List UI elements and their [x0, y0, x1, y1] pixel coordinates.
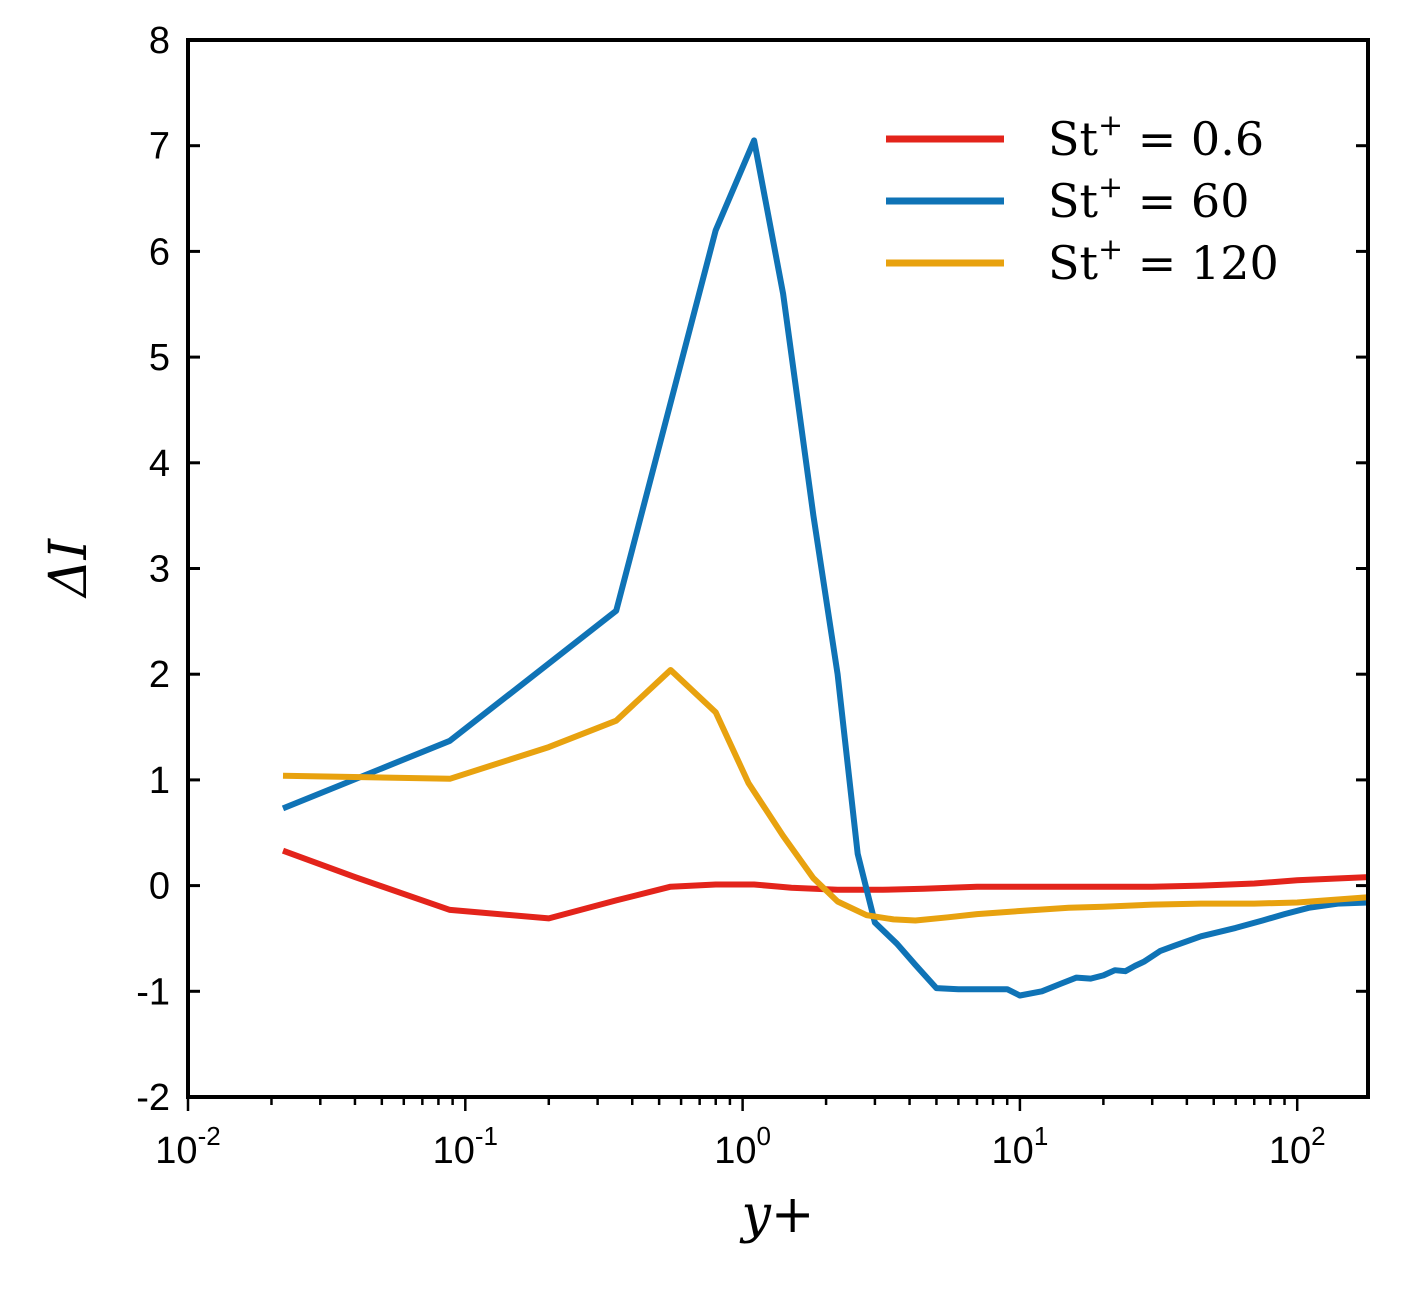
x-tick-label: 102: [1269, 1121, 1326, 1172]
series-layer: [281, 137, 1368, 999]
y-tick-label: 6: [149, 231, 170, 273]
y-tick-label: -2: [136, 1077, 170, 1119]
y-tick-label: 3: [149, 549, 170, 591]
y-axis: -2 -1 0 1 2 3 4 5 6 7 8: [136, 20, 1368, 1119]
y-tick-label: 7: [149, 126, 170, 168]
y-tick-label: 4: [149, 443, 170, 485]
series-line-1: [281, 137, 1368, 999]
legend-label-0: St+ = 0.6: [1048, 108, 1264, 166]
x-tick-label: 100: [714, 1121, 771, 1172]
y-tick-label: 2: [149, 654, 170, 696]
x-tick-label: 10-1: [433, 1121, 498, 1172]
y-tick-label: 0: [149, 866, 170, 908]
y-tick-label: 5: [149, 337, 170, 379]
series-line-0: [281, 847, 1368, 922]
y-axis-title: ΔI: [39, 537, 99, 599]
y-tick-label: 8: [149, 20, 170, 62]
x-tick-label: 10-2: [155, 1121, 220, 1172]
y-tick-label: 1: [149, 760, 170, 802]
legend-label-2: St+ = 120: [1048, 232, 1279, 290]
x-axis-title: y+: [740, 1185, 815, 1245]
series-line-2: [282, 667, 1368, 924]
x-tick-label: 101: [992, 1121, 1049, 1172]
x-axis: 10-2 10-1 100 101 102: [155, 1097, 1326, 1172]
y-tick-label: -1: [136, 971, 170, 1013]
legend-label-1: St+ = 60: [1048, 170, 1249, 228]
